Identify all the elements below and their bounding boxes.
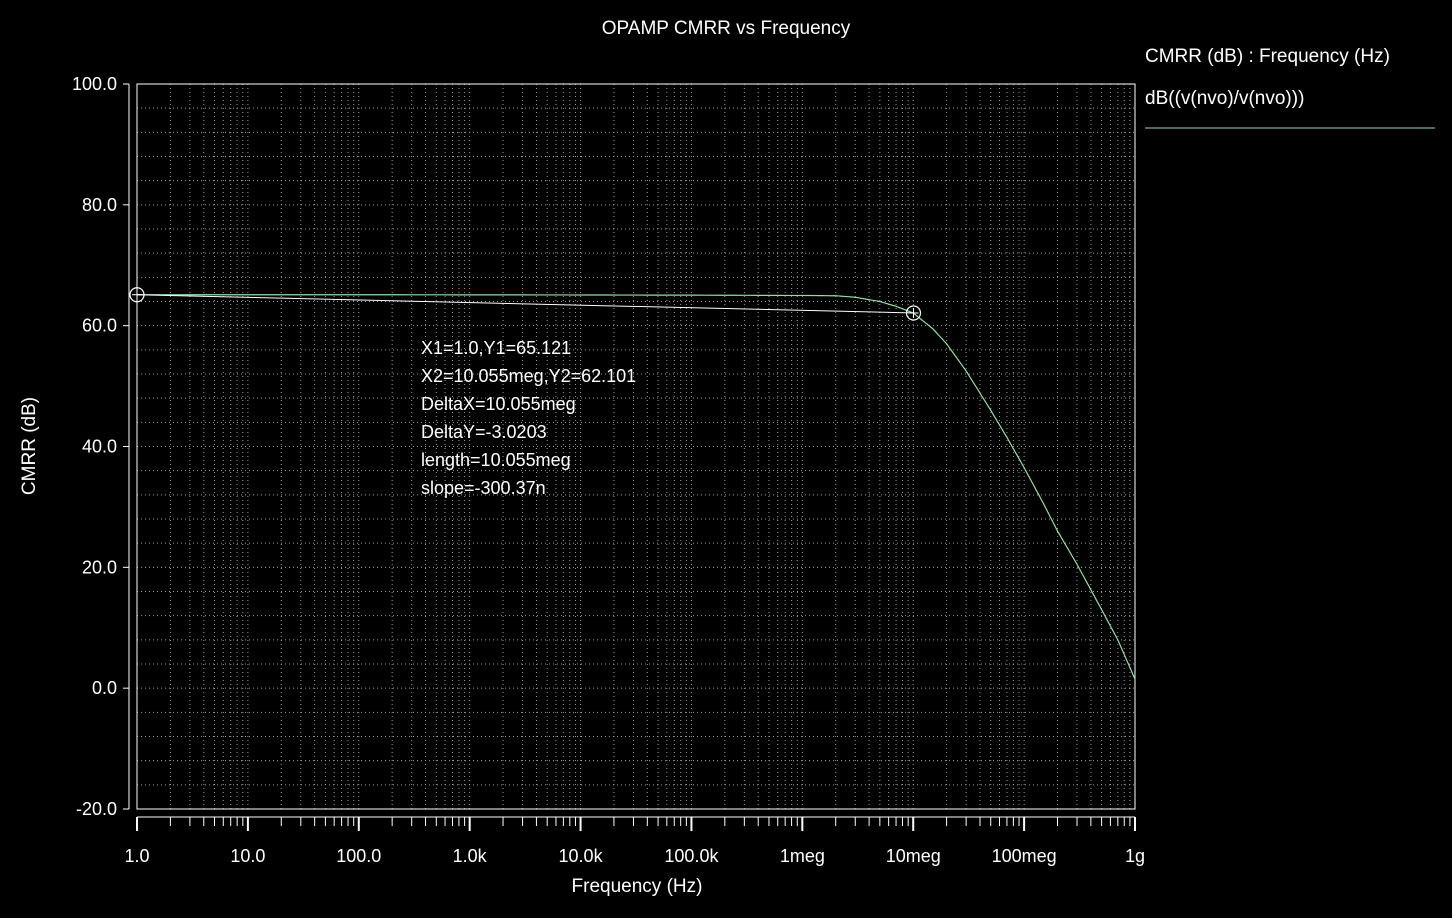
x-tick-labels: 1.0 10.0 100.0 1.0k 10.0k 100.0k 1meg 10meg 100m…	[124, 846, 1145, 866]
x-tick-label: 1meg	[780, 846, 825, 866]
cursor-readout: X1=1.0,Y1=65.121 X2=10.055meg,Y2=62.101 …	[421, 338, 636, 498]
x-tick-label: 100meg	[992, 846, 1057, 866]
y-tick-label: 40.0	[82, 437, 117, 457]
x-tick-label: 10.0	[230, 846, 265, 866]
y-tick-label: 100.0	[72, 74, 117, 94]
readout-line-1: X1=1.0,Y1=65.121	[421, 338, 571, 358]
x-tick-label: 10meg	[886, 846, 941, 866]
y-axis-title: CMRR (dB)	[19, 397, 40, 495]
x-tick-label: 100.0	[336, 846, 381, 866]
x-tick-label: 10.0k	[559, 846, 604, 866]
plot-frame	[136, 83, 1136, 810]
x-tick-label: 1g	[1125, 846, 1145, 866]
legend-entry-label: dB((v(nvo)/v(nvo)))	[1145, 88, 1304, 109]
y-tick-label: -20.0	[76, 799, 117, 819]
legend-header: CMRR (dB) : Frequency (Hz)	[1145, 46, 1390, 67]
y-tick-label: 60.0	[82, 316, 117, 336]
grid-lines	[136, 83, 1135, 810]
readout-line-6: slope=-300.37n	[421, 478, 546, 498]
series-layer	[137, 294, 1136, 680]
cursor-marker-2	[905, 305, 922, 321]
x-tick-label: 100.0k	[664, 846, 719, 866]
series-line	[137, 294, 1136, 680]
y-tick-label: 0.0	[92, 678, 117, 698]
x-tick-label: 1.0k	[453, 846, 488, 866]
y-tick-labels: -20.0 0.0 20.0 40.0 60.0 80.0 100.0	[72, 74, 117, 819]
readout-line-5: length=10.055meg	[421, 450, 571, 470]
cursor-delta-line	[136, 294, 914, 314]
x-tick-label: 1.0	[124, 846, 149, 866]
readout-line-4: DeltaY=-3.0203	[421, 422, 547, 442]
cursor-layer	[129, 287, 922, 321]
cursor-marker-1	[129, 287, 145, 303]
readout-line-3: DeltaX=10.055meg	[421, 394, 576, 414]
y-tick-label: 20.0	[82, 557, 117, 577]
x-axis-title: Frequency (Hz)	[572, 876, 703, 897]
readout-line-2: X2=10.055meg,Y2=62.101	[421, 366, 636, 386]
chart-title: OPAMP CMRR vs Frequency	[602, 18, 851, 39]
y-tick-label: 80.0	[82, 195, 117, 215]
axes	[123, 83, 1136, 831]
